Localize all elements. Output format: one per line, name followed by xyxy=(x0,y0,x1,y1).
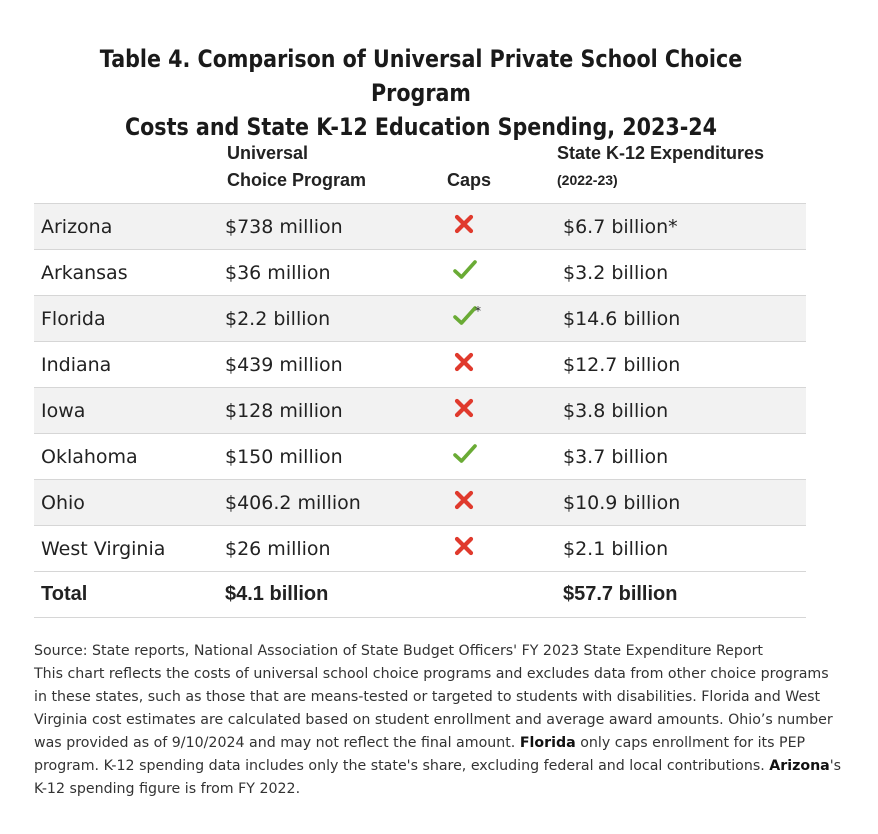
table-row: Iowa $128 million $3.8 billion xyxy=(34,387,806,434)
total-caps xyxy=(445,571,563,618)
check-icon xyxy=(453,306,477,331)
header-expenditures-sub: (2022-23) xyxy=(557,172,618,188)
state-cell: West Virginia xyxy=(34,525,225,572)
total-expenditures: $57.7 billion xyxy=(563,571,806,618)
state-cell: Oklahoma xyxy=(34,433,225,480)
table-row: Oklahoma $150 million $3.7 billion xyxy=(34,433,806,480)
program-cost-cell: $26 million xyxy=(225,525,445,572)
notes-arizona: Arizona xyxy=(769,758,830,774)
table-row: Arkansas $36 million $3.2 billion xyxy=(34,249,806,296)
notes-paragraph: This chart reflects the costs of univers… xyxy=(34,663,844,801)
caps-cell xyxy=(445,525,563,572)
x-icon xyxy=(453,535,475,562)
check-icon xyxy=(453,260,477,285)
header-program-line-2: Choice Program xyxy=(227,170,367,190)
expenditure-cell: $14.6 billion xyxy=(563,295,806,342)
caps-cell xyxy=(445,479,563,526)
state-cell: Ohio xyxy=(34,479,225,526)
expenditure-cell: $6.7 billion* xyxy=(563,203,806,250)
table-row: Arizona $738 million $6.7 billion* xyxy=(34,203,806,250)
program-cost-cell: $738 million xyxy=(225,203,445,250)
x-icon xyxy=(453,489,475,516)
notes-florida: Florida xyxy=(519,735,576,751)
state-cell: Iowa xyxy=(34,387,225,434)
caps-cell xyxy=(445,203,563,250)
table-row: Indiana $439 million $12.7 billion xyxy=(34,341,806,388)
source-notes: Source: State reports, National Associat… xyxy=(34,640,844,801)
expenditure-cell: $3.2 billion xyxy=(563,249,806,296)
check-icon xyxy=(453,444,477,469)
table-title: Table 4. Comparison of Universal Private… xyxy=(59,42,783,144)
state-cell: Indiana xyxy=(34,341,225,388)
caps-cell xyxy=(445,433,563,480)
notes-text-3: 's K-12 spending figure is from FY 2022. xyxy=(34,758,842,797)
header-program: Universal Choice Program xyxy=(227,140,366,194)
caps-cell xyxy=(445,341,563,388)
expenditure-cell: $10.9 billion xyxy=(563,479,806,526)
header-expenditures-line-1: State K-12 Expenditures xyxy=(557,143,765,163)
program-cost-cell: $36 million xyxy=(225,249,445,296)
caps-cell xyxy=(445,387,563,434)
state-cell: Florida xyxy=(34,295,225,342)
title-line-2: Costs and State K-12 Education Spending,… xyxy=(124,113,718,141)
source-line: Source: State reports, National Associat… xyxy=(34,643,763,659)
x-icon xyxy=(453,351,475,378)
state-cell: Arizona xyxy=(34,203,225,250)
header-expenditures: State K-12 Expenditures (2022-23) xyxy=(557,140,764,194)
program-cost-cell: $2.2 billion xyxy=(225,295,445,342)
comparison-table: Arizona $738 million $6.7 billion* Arkansas… xyxy=(34,203,806,618)
table-row: Ohio $406.2 million $10.9 billion xyxy=(34,479,806,526)
title-line-1: Table 4. Comparison of Universal Private… xyxy=(99,45,743,107)
total-label: Total xyxy=(34,571,225,618)
expenditure-cell: $12.7 billion xyxy=(563,341,806,388)
caps-cell: * xyxy=(445,295,563,342)
expenditure-cell: $3.7 billion xyxy=(563,433,806,480)
program-cost-cell: $128 million xyxy=(225,387,445,434)
total-program: $4.1 billion xyxy=(225,571,445,618)
expenditure-cell: $3.8 billion xyxy=(563,387,806,434)
notes-text-2: only caps enrollment for its PEP program… xyxy=(34,735,806,774)
table-row: West Virginia $26 million $2.1 billion xyxy=(34,525,806,572)
program-cost-cell: $439 million xyxy=(225,341,445,388)
caps-cell xyxy=(445,249,563,296)
x-icon xyxy=(453,213,475,240)
x-icon xyxy=(453,397,475,424)
caps-footnote-mark: * xyxy=(475,304,481,318)
total-row: Total $4.1 billion $57.7 billion xyxy=(34,571,806,618)
header-caps: Caps xyxy=(447,170,492,190)
notes-text-1: This chart reflects the costs of univers… xyxy=(34,666,833,751)
header-program-line-1: Universal xyxy=(227,143,309,163)
program-cost-cell: $150 million xyxy=(225,433,445,480)
table-row: Florida $2.2 billion * $14.6 billion xyxy=(34,295,806,342)
state-cell: Arkansas xyxy=(34,249,225,296)
program-cost-cell: $406.2 million xyxy=(225,479,445,526)
expenditure-cell: $2.1 billion xyxy=(563,525,806,572)
